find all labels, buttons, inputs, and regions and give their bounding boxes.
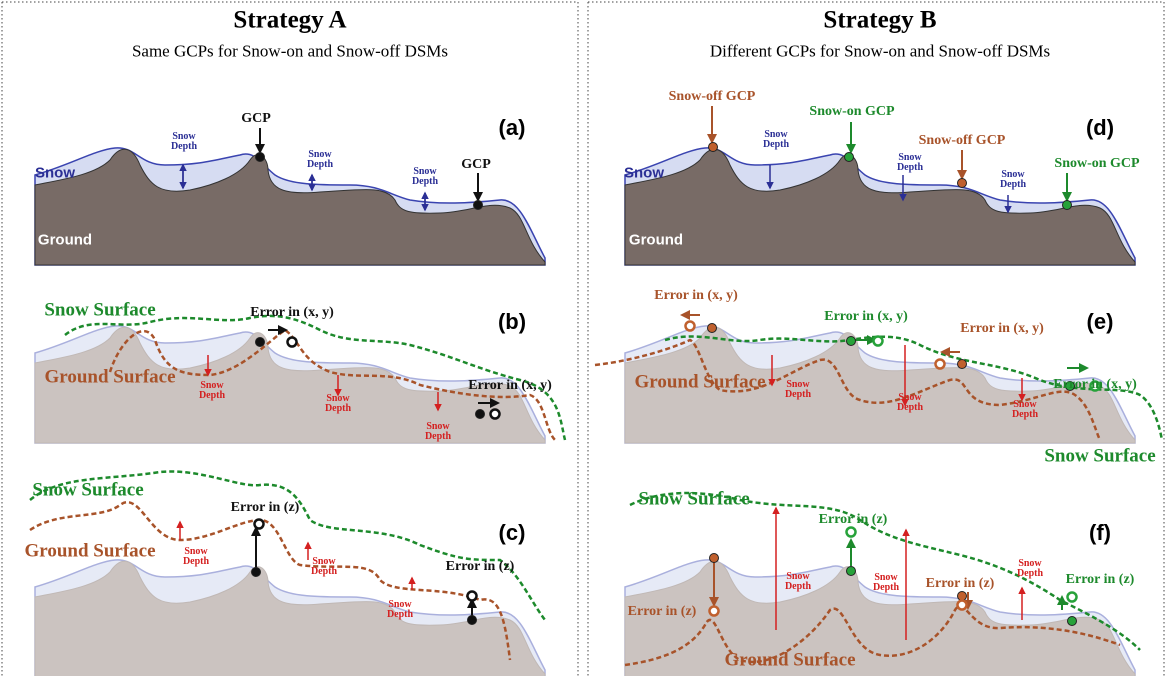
panel-label: (d) <box>1086 117 1114 139</box>
gcp-point <box>468 616 477 625</box>
gcp-point <box>958 360 967 369</box>
annotation: Snow Depth <box>1007 400 1043 420</box>
gcp-point <box>252 568 261 577</box>
strategy-title: Strategy A <box>233 8 346 33</box>
annotation: Ground Surface <box>24 542 155 561</box>
panel-label: (b) <box>498 311 526 333</box>
annotation: Snow Depth <box>1012 559 1048 579</box>
shifted-point <box>936 360 945 369</box>
gcp-point <box>710 554 719 563</box>
terrains <box>35 148 1135 676</box>
annotation: Error in (x, y) <box>250 306 333 320</box>
gcp-point <box>958 179 967 188</box>
annotation: Snow Surface <box>32 481 143 500</box>
panel-label: (f) <box>1089 522 1111 544</box>
annotation: Ground Surface <box>724 651 855 670</box>
annotation: Ground Surface <box>44 368 175 387</box>
annotation: Error in (z) <box>926 577 995 591</box>
shifted-point <box>710 607 719 616</box>
diagram-shapes <box>0 0 1166 676</box>
shifted-point <box>491 410 500 419</box>
gcp-point <box>1068 617 1077 626</box>
gcp-point <box>847 337 856 346</box>
annotation: Ground Surface <box>634 373 765 392</box>
annotation: Snow Surface <box>1044 447 1155 466</box>
shifted-point <box>686 322 695 331</box>
annotation: GCP <box>241 112 271 126</box>
gcp-point <box>476 410 485 419</box>
annotation: Error in (z) <box>819 513 888 527</box>
annotation: Snow Depth <box>995 170 1031 190</box>
shifted-point <box>255 520 264 529</box>
panel-label: (a) <box>499 117 526 139</box>
annotation: Error in (x, y) <box>824 310 907 324</box>
shifted-point <box>468 592 477 601</box>
annotation: Snow Depth <box>892 393 928 413</box>
annotation: Snow Depth <box>420 422 456 442</box>
annotation: Snow <box>35 166 75 181</box>
annotation: Snow-off GCP <box>919 134 1006 148</box>
shifted-point <box>874 337 883 346</box>
annotation: GCP <box>461 158 491 172</box>
annotation: Snow Depth <box>194 381 230 401</box>
annotation: Snow Depth <box>178 547 214 567</box>
annotation: Error in (x, y) <box>960 322 1043 336</box>
shifted-point <box>958 601 967 610</box>
annotation: Error in (x, y) <box>654 289 737 303</box>
annotation: Snow Depth <box>302 150 338 170</box>
annotation: Error in (x, y) <box>1053 378 1136 392</box>
annotation: Snow-on GCP <box>1054 157 1139 171</box>
shifted-point <box>288 338 297 347</box>
annotation: Error in (z) <box>628 605 697 619</box>
gcp-point <box>709 143 718 152</box>
annotation: Snow Depth <box>407 167 443 187</box>
figure: Strategy A Same GCPs for Snow-on and Snow… <box>0 0 1166 676</box>
annotation: Snow Depth <box>780 572 816 592</box>
annotation: Snow Depth <box>780 380 816 400</box>
panel-label: (e) <box>1087 311 1114 333</box>
annotation: Snow Depth <box>166 132 202 152</box>
gcp-point <box>708 324 717 333</box>
annotation: Snow Depth <box>320 394 356 414</box>
annotation: Snow-on GCP <box>809 105 894 119</box>
strategy-subtitle: Different GCPs for Snow-on and Snow-off … <box>710 43 1050 60</box>
gcp-point <box>1063 201 1072 210</box>
annotation: Snow Depth <box>892 153 928 173</box>
gcp-point <box>256 153 265 162</box>
strategy-title: Strategy B <box>823 8 936 33</box>
gcp-point <box>474 201 483 210</box>
strategy-subtitle: Same GCPs for Snow-on and Snow-off DSMs <box>132 43 448 60</box>
annotation: Snow Surface <box>44 301 155 320</box>
annotation: Snow Depth <box>758 130 794 150</box>
annotation: Error in (z) <box>446 560 515 574</box>
annotation: Error in (z) <box>231 501 300 515</box>
annotation: Error in (z) <box>1066 573 1135 587</box>
shifted-point <box>1068 593 1077 602</box>
annotation: Ground <box>629 233 683 248</box>
gcp-point <box>256 338 265 347</box>
annotation: Snow <box>624 166 664 181</box>
annotation: Snow Surface <box>638 490 749 509</box>
annotation: Ground <box>38 233 92 248</box>
annotation: Error in (x, y) <box>468 379 551 393</box>
panel-label: (c) <box>499 522 526 544</box>
annotation: Snow Depth <box>382 600 418 620</box>
shifted-point <box>847 528 856 537</box>
gcp-point <box>847 567 856 576</box>
annotation: Snow Depth <box>868 573 904 593</box>
gcp-point <box>958 592 967 601</box>
annotation: Snow Depth <box>306 557 342 577</box>
gcp-point <box>845 153 854 162</box>
annotation: Snow-off GCP <box>669 90 756 104</box>
